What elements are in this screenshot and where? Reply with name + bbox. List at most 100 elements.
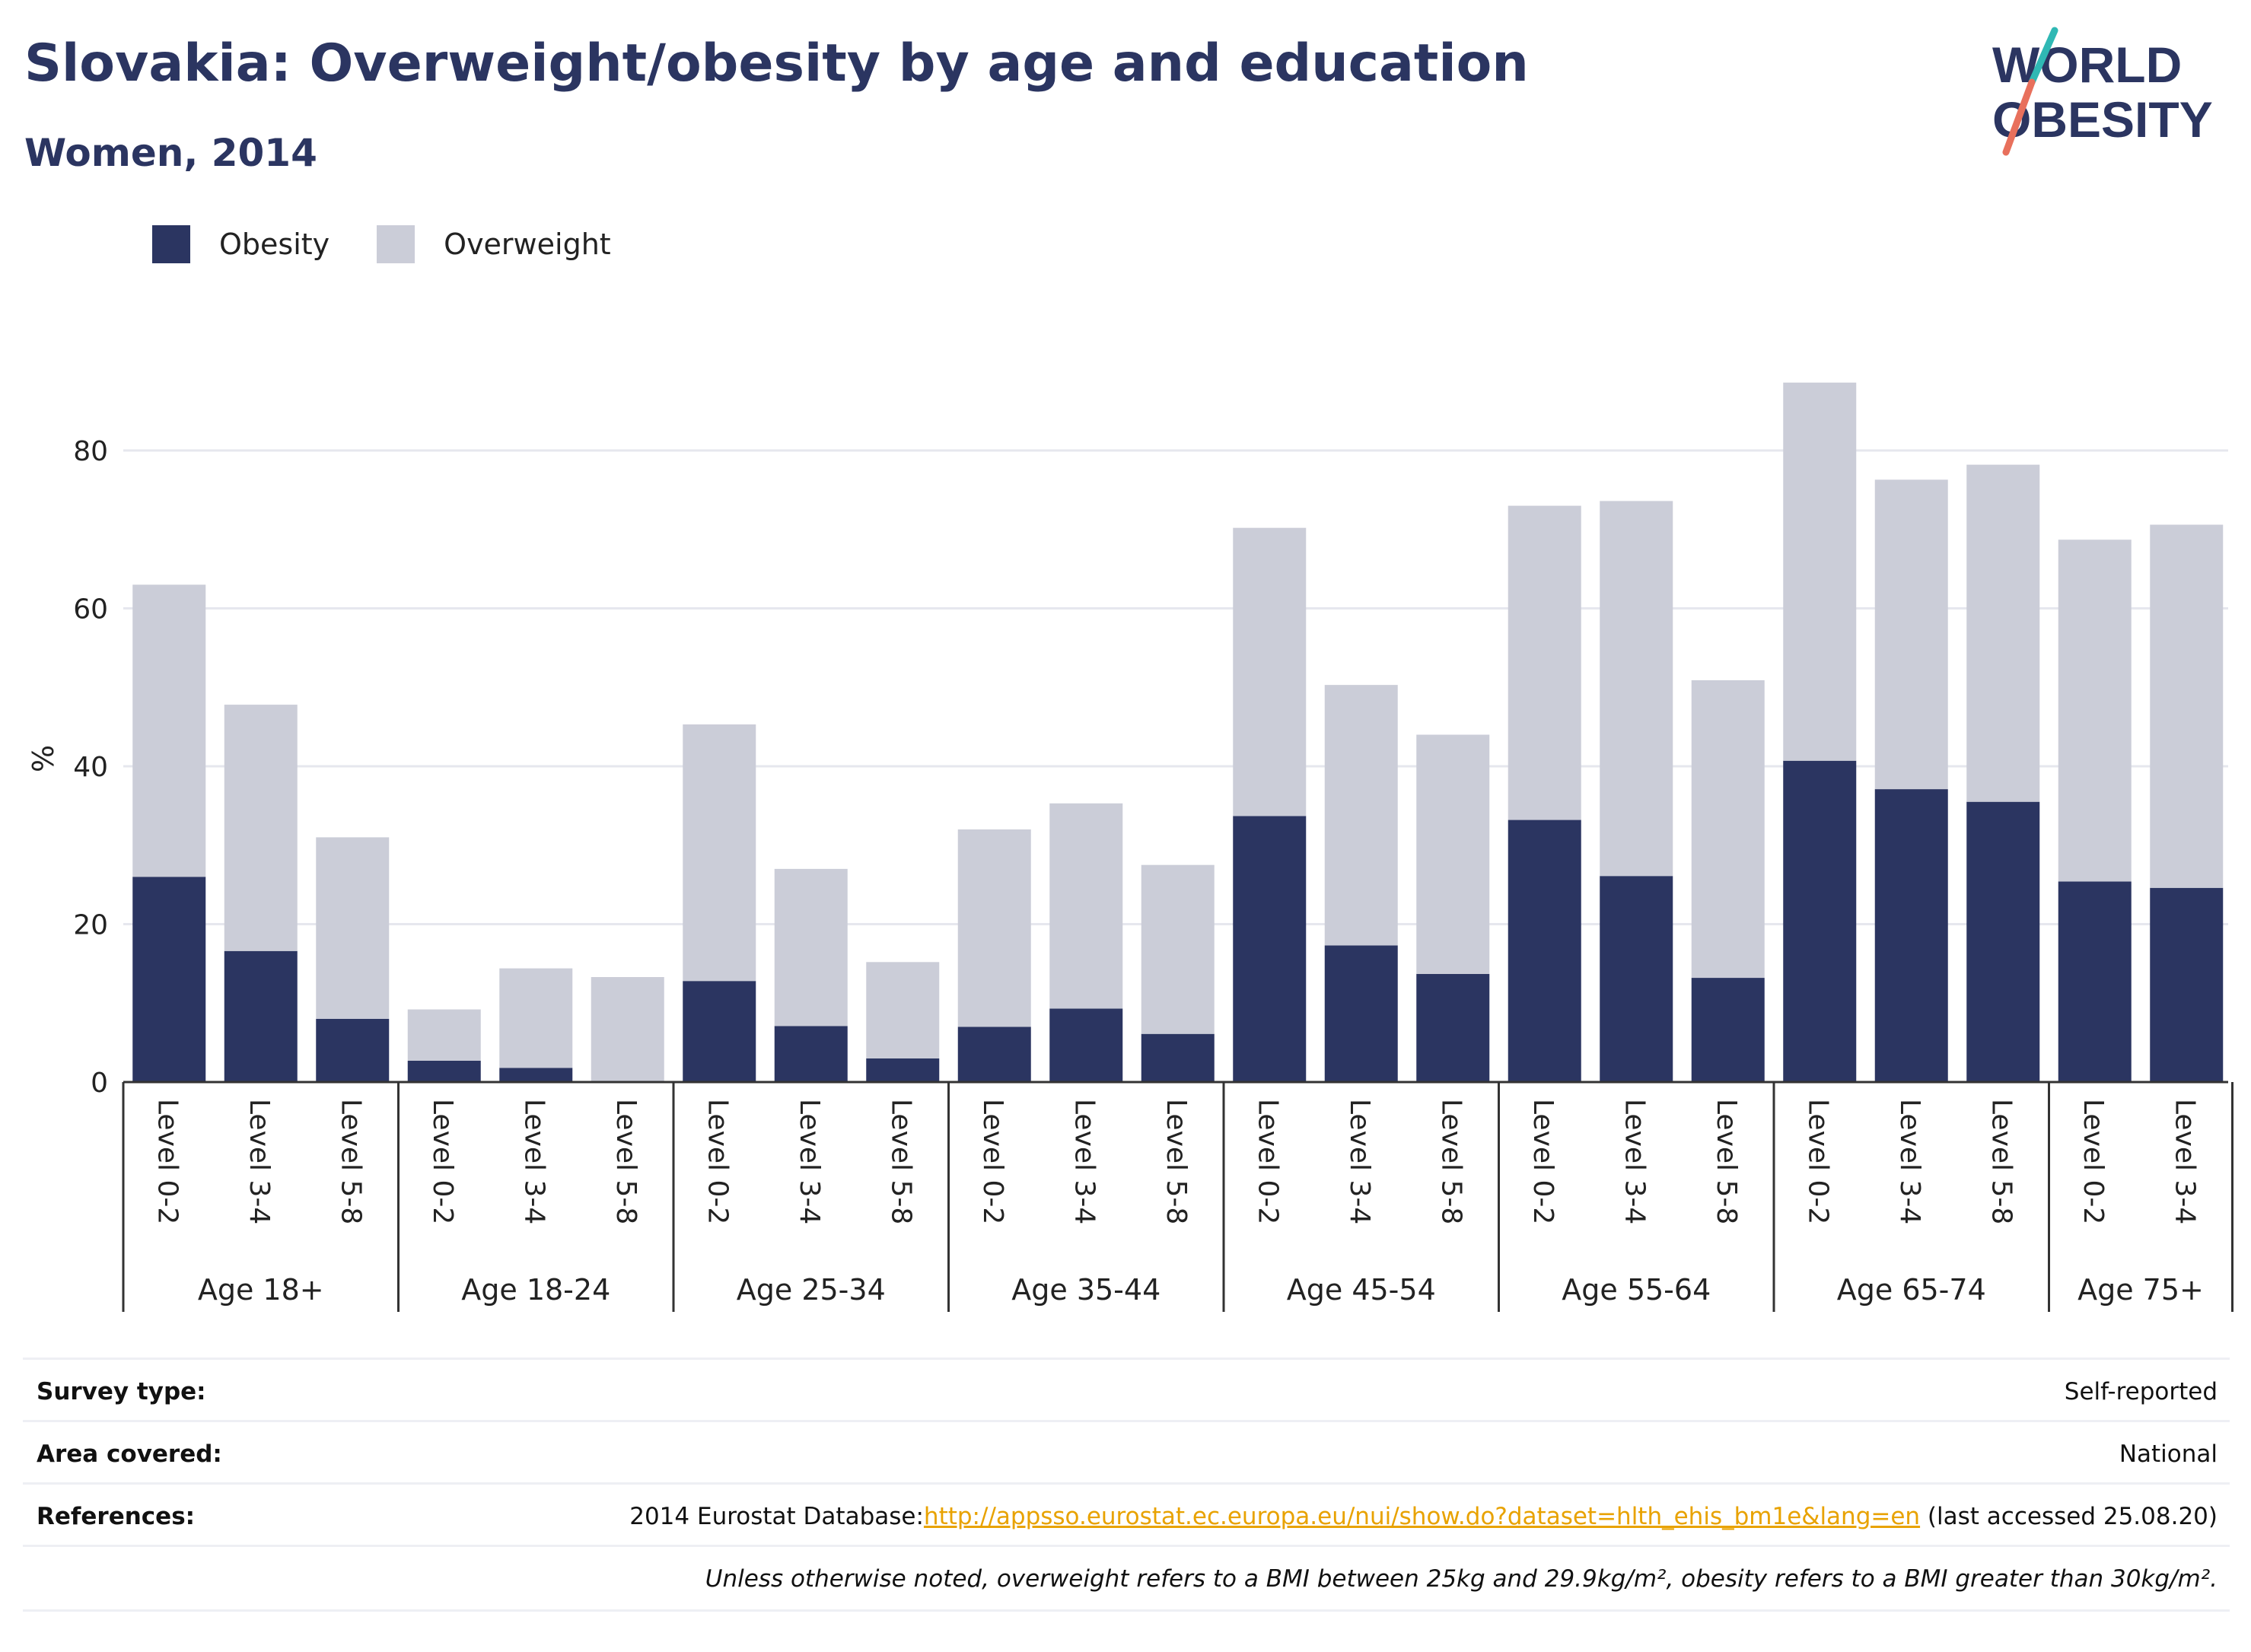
bar-obesity-6-1 <box>1874 789 1948 1082</box>
bar-obesity-0-0 <box>132 877 206 1082</box>
logo-slash-teal <box>2028 27 2058 86</box>
bar-obesity-7-1 <box>2150 887 2224 1082</box>
bar-obesity-4-0 <box>1233 816 1307 1082</box>
bar-obesity-0-1 <box>224 950 298 1082</box>
bar-overweight-6-1 <box>1874 479 1948 790</box>
y-tick-label-0: 0 <box>91 1068 108 1099</box>
bar-overweight-2-1 <box>774 868 848 1027</box>
x-tick-label-4-1: Level 3-4 <box>1344 1099 1375 1224</box>
page-subtitle: Women, 2014 <box>24 131 317 175</box>
bar-obesity-1-0 <box>407 1060 481 1082</box>
bar-obesity-2-1 <box>774 1026 848 1082</box>
x-tick-label-5-0: Level 0-2 <box>1527 1099 1559 1224</box>
x-tick-label-0-1: Level 3-4 <box>244 1099 275 1224</box>
group-label-4: Age 45-54 <box>1287 1273 1436 1307</box>
x-tick-label-6-2: Level 5-8 <box>1985 1099 2017 1224</box>
bar-overweight-3-0 <box>957 829 1031 1027</box>
x-tick-label-3-0: Level 0-2 <box>977 1099 1008 1224</box>
bar-obesity-6-0 <box>1783 760 1857 1082</box>
x-tick-label-2-0: Level 0-2 <box>702 1099 733 1224</box>
y-axis-label: % <box>27 745 60 772</box>
bar-overweight-0-1 <box>224 705 298 951</box>
bar-overweight-4-2 <box>1416 734 1490 974</box>
bar-obesity-3-0 <box>957 1027 1031 1082</box>
x-tick-label-1-1: Level 3-4 <box>518 1099 549 1224</box>
bar-overweight-5-0 <box>1508 505 1581 820</box>
x-tick-label-6-0: Level 0-2 <box>1802 1099 1833 1224</box>
x-tick-label-3-2: Level 5-8 <box>1161 1099 1192 1224</box>
group-label-5: Age 55-64 <box>1562 1273 1711 1307</box>
survey-type-label: Survey type: <box>37 1378 206 1405</box>
x-tick-label-4-0: Level 0-2 <box>1252 1099 1283 1224</box>
footer-row-area: Area covered: National <box>23 1420 2230 1485</box>
x-tick-label-2-1: Level 3-4 <box>794 1099 825 1224</box>
legend-swatch-overweight <box>377 225 415 263</box>
survey-type-value: Self-reported <box>2064 1378 2218 1405</box>
reference-prefix: 2014 Eurostat Database: <box>629 1503 924 1530</box>
bar-obesity-3-1 <box>1049 1008 1123 1082</box>
bar-obesity-2-0 <box>683 981 756 1082</box>
reference-link[interactable]: http://appsso.eurostat.ec.europa.eu/nui/… <box>923 1503 1921 1530</box>
x-tick-label-1-0: Level 0-2 <box>427 1099 458 1224</box>
bar-overweight-0-0 <box>132 584 206 877</box>
y-tick-label-80: 80 <box>73 436 108 467</box>
bar-overweight-3-1 <box>1049 803 1123 1009</box>
bar-overweight-0-2 <box>316 837 390 1019</box>
group-label-6: Age 65-74 <box>1837 1273 1986 1307</box>
x-tick-label-5-1: Level 3-4 <box>1619 1099 1650 1224</box>
chart-legend: Obesity Overweight <box>152 225 658 263</box>
bar-overweight-2-0 <box>683 724 756 982</box>
bar-overweight-6-2 <box>1966 464 2040 802</box>
bar-overweight-5-1 <box>1600 501 1673 877</box>
bar-obesity-7-0 <box>2058 881 2132 1082</box>
references-label: References: <box>37 1503 196 1530</box>
world-obesity-logo: WORLD OBESITY <box>1992 27 2213 156</box>
x-tick-label-6-1: Level 3-4 <box>1894 1099 1925 1224</box>
x-tick-label-1-2: Level 5-8 <box>610 1099 642 1224</box>
bar-obesity-5-2 <box>1691 978 1765 1082</box>
footer-row-survey: Survey type: Self-reported <box>23 1358 2230 1422</box>
bar-overweight-1-0 <box>407 1009 481 1061</box>
group-label-2: Age 25-34 <box>737 1273 886 1307</box>
bar-overweight-1-2 <box>591 977 664 1082</box>
x-tick-label-7-0: Level 0-2 <box>2077 1099 2109 1224</box>
area-covered-value: National <box>2119 1440 2218 1468</box>
references-value: 2014 Eurostat Database:http://appsso.eur… <box>629 1503 2218 1530</box>
legend-label-obesity[interactable]: Obesity <box>219 228 330 261</box>
bmi-definition-note: Unless otherwise noted, overweight refer… <box>705 1565 2218 1593</box>
bar-overweight-1-1 <box>499 968 573 1068</box>
bar-overweight-4-1 <box>1324 685 1398 946</box>
bar-overweight-7-1 <box>2150 524 2224 888</box>
logo-slash-coral <box>2002 78 2036 156</box>
bar-obesity-4-1 <box>1324 945 1398 1082</box>
x-tick-label-0-2: Level 5-8 <box>335 1099 366 1224</box>
bar-overweight-2-2 <box>866 962 940 1058</box>
group-label-0: Age 18+ <box>198 1273 324 1307</box>
footer-row-note: Unless otherwise noted, overweight refer… <box>23 1545 2230 1612</box>
x-tick-label-3-1: Level 3-4 <box>1068 1099 1100 1224</box>
x-tick-label-5-2: Level 5-8 <box>1711 1099 1742 1224</box>
logo-line2: OBESITY <box>1992 91 2213 148</box>
legend-label-overweight[interactable]: Overweight <box>444 228 611 261</box>
bar-obesity-5-0 <box>1508 820 1581 1082</box>
area-covered-label: Area covered: <box>37 1440 222 1468</box>
y-tick-label-60: 60 <box>73 594 108 625</box>
legend-swatch-obesity <box>152 225 190 263</box>
bar-obesity-6-2 <box>1966 801 2040 1082</box>
bar-overweight-3-2 <box>1141 864 1215 1034</box>
group-label-3: Age 35-44 <box>1011 1273 1161 1307</box>
x-tick-label-4-2: Level 5-8 <box>1435 1099 1466 1224</box>
x-tick-label-2-2: Level 5-8 <box>885 1099 916 1224</box>
bar-overweight-5-2 <box>1691 680 1765 979</box>
bar-overweight-4-0 <box>1233 527 1307 816</box>
stacked-bar-chart: 0 20 40 60 80% Level 0-2 Level 3-4 Level 5-8 Lev… <box>27 382 2233 1312</box>
bar-overweight-6-0 <box>1783 382 1857 761</box>
y-tick-label-40: 40 <box>73 752 108 783</box>
footer-row-references: References: 2014 Eurostat Database:http:… <box>23 1482 2230 1547</box>
bar-overweight-7-0 <box>2058 540 2132 882</box>
reference-suffix: (last accessed 25.08.20) <box>1920 1503 2218 1530</box>
x-tick-label-7-1: Level 3-4 <box>2169 1099 2200 1224</box>
group-label-7: Age 75+ <box>2077 1273 2204 1307</box>
page-title: Slovakia: Overweight/obesity by age and … <box>24 33 1529 94</box>
bar-obesity-1-1 <box>499 1068 573 1082</box>
